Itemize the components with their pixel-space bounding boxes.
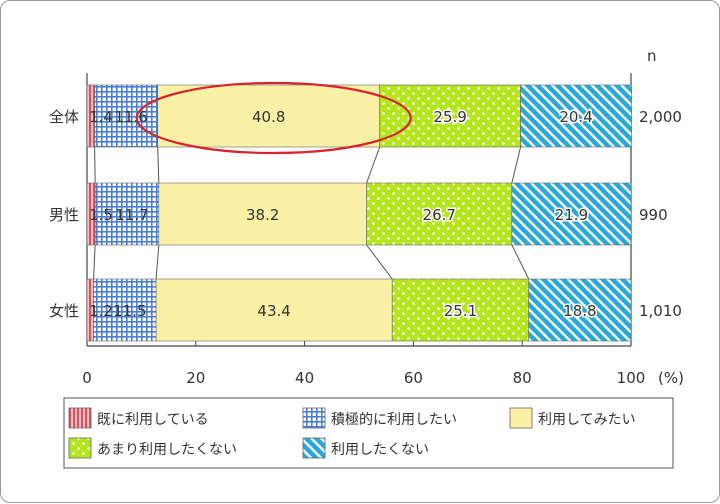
x-tick-label: 40 (295, 369, 314, 387)
row-label: 女性 (49, 302, 79, 320)
connector-line (157, 146, 160, 184)
legend-label: 利用してみたい (538, 412, 636, 428)
data-label: 38.2 (246, 206, 279, 224)
axis-layer: 0 20 40 60 80 100 (%) n 全体 2,000 男性 990 女性 1,010 (49, 47, 684, 387)
data-label: 26.7 (423, 206, 456, 224)
row-label: 全体 (49, 108, 79, 126)
legend-swatch (302, 437, 326, 459)
highlight-ellipse (135, 81, 412, 155)
n-value: 1,010 (639, 302, 682, 320)
n-value: 990 (639, 206, 668, 224)
x-tick-label: 20 (186, 369, 205, 387)
bars-layer: 1.4 11.6 40.8 25.9 20.4 1.5 11.7 38.2 26.7 21.9 1.… (86, 81, 632, 342)
data-label: 21.9 (555, 206, 588, 224)
bar-segment (511, 182, 632, 246)
data-label: 1.4 (89, 108, 113, 126)
data-label: 11.7 (115, 206, 148, 224)
data-label: 43.4 (257, 302, 290, 320)
connector-line (511, 146, 522, 184)
legend-swatch (68, 407, 92, 429)
connector-line (511, 244, 530, 280)
legend-label: あまり利用したくない (97, 442, 237, 458)
n-value: 2,000 (639, 108, 682, 126)
data-label: 40.8 (252, 108, 285, 126)
connector-line (94, 146, 96, 184)
data-label: 11.6 (114, 108, 147, 126)
legend-swatch (509, 407, 533, 429)
bar-segment (366, 182, 513, 246)
legend-swatch (68, 437, 92, 459)
bar-segment (528, 278, 632, 342)
n-header: n (647, 47, 657, 65)
legend-label: 利用したくない (331, 442, 429, 458)
bar-segment (155, 278, 393, 342)
data-label: 11.5 (113, 302, 146, 320)
data-label: 1.5 (89, 206, 113, 224)
connector-line (155, 244, 160, 280)
bar-segment (379, 84, 521, 148)
connector-line (366, 146, 381, 184)
bar-segment (391, 278, 530, 342)
data-label: 20.4 (559, 108, 592, 126)
x-tick-label: 80 (513, 369, 532, 387)
row-label: 男性 (49, 206, 79, 224)
legend-label: 積極的に利用したい (331, 412, 457, 428)
bar-segment (93, 278, 157, 342)
bar-segment (158, 182, 367, 246)
x-tick-label: 0 (82, 369, 92, 387)
connector-line (366, 244, 393, 280)
bar-segment (520, 84, 632, 148)
legend-swatch (302, 407, 326, 429)
data-label: 25.1 (444, 302, 477, 320)
bar-segment (157, 84, 380, 148)
x-tick-label: 100 (617, 369, 646, 387)
x-tick-label: 60 (404, 369, 423, 387)
bar-segment (94, 84, 159, 148)
data-label: 25.9 (433, 108, 466, 126)
x-unit-label: (%) (658, 369, 684, 387)
legend-label: 既に利用している (97, 412, 209, 428)
bar-segment (94, 182, 160, 246)
data-label: 18.8 (563, 302, 596, 320)
legend-box (63, 397, 674, 469)
connector-line (93, 244, 96, 280)
data-label: 1.2 (89, 302, 113, 320)
